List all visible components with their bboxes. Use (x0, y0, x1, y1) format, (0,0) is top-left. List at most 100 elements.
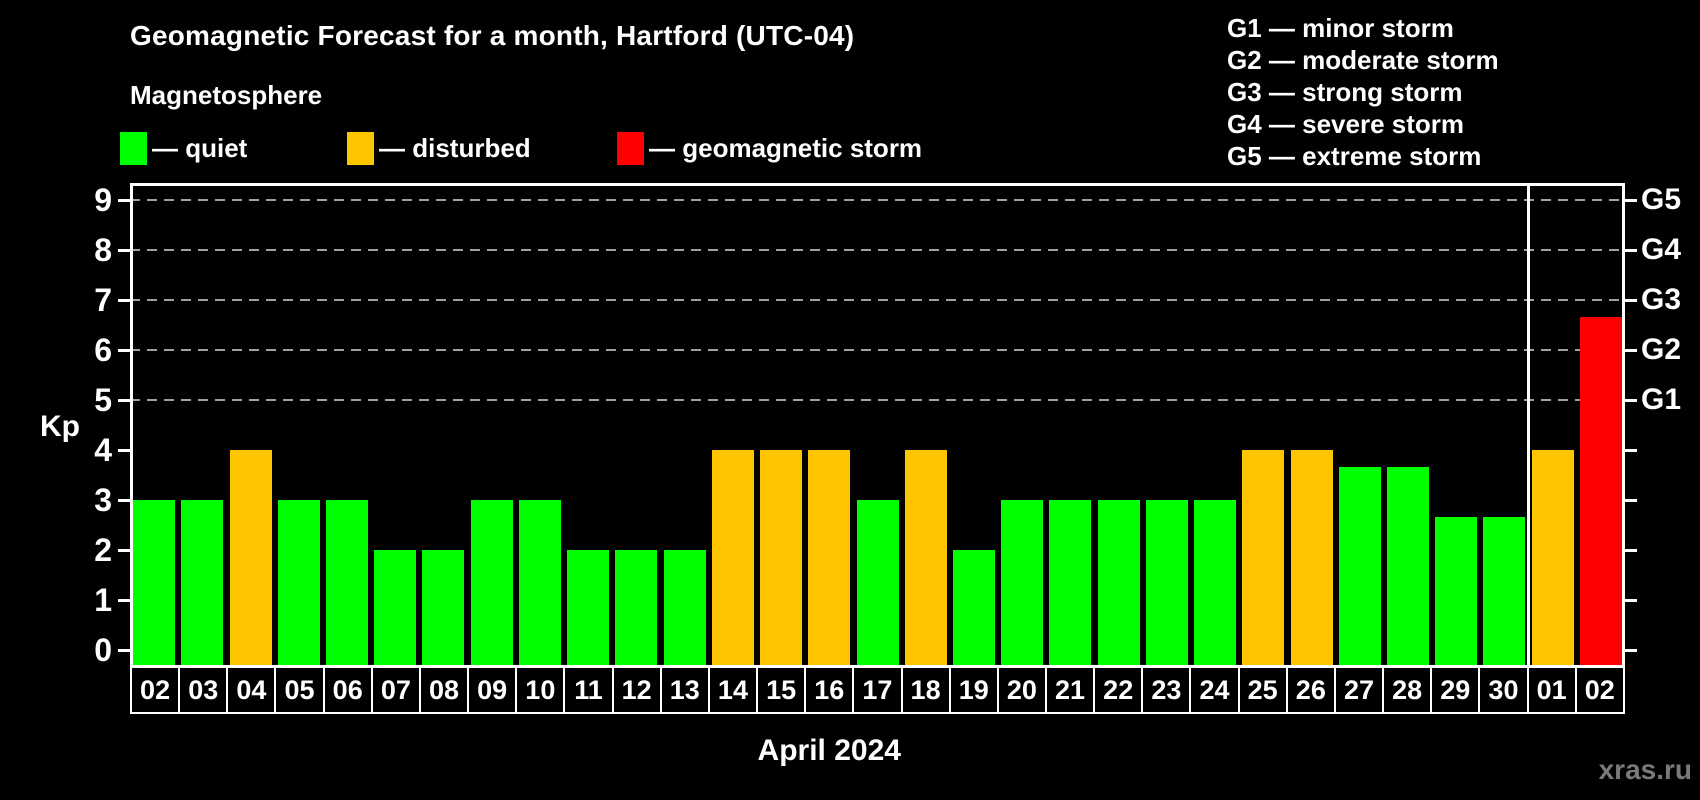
g-scale-line: G4 — severe storm (1227, 109, 1465, 139)
kp-bar-09 (470, 500, 513, 668)
date-cell-09: 09 (469, 668, 518, 712)
y-tick-mark-right (1625, 198, 1637, 202)
date-cell-26: 26 (1288, 668, 1336, 712)
kp-bar-13 (663, 550, 706, 668)
date-cell-30: 30 (1480, 668, 1529, 712)
date-cell-20: 20 (999, 668, 1047, 712)
kp-bar-28 (1386, 466, 1429, 668)
y-tick-mark-left (118, 548, 130, 552)
y-tick-mark-right (1625, 398, 1637, 402)
gridline-kp-9 (130, 199, 1625, 201)
page-subtitle: Magnetosphere (130, 80, 323, 110)
date-cell-12: 12 (614, 668, 662, 712)
date-cell-07: 07 (373, 668, 421, 712)
date-cell-14: 14 (710, 668, 759, 712)
y-tick-mark-left (118, 598, 130, 602)
g-scale-line: G1 — minor storm (1227, 13, 1454, 43)
kp-bar-04 (229, 450, 272, 668)
y-tick-mark-left (118, 498, 130, 502)
date-cell-18: 18 (903, 668, 951, 712)
g-level-label-G4: G4 (1641, 233, 1682, 266)
g-level-label-G5: G5 (1641, 183, 1682, 216)
plot-border-left (130, 183, 133, 668)
kp-bar-18 (904, 450, 947, 668)
kp-axis-label: Kp (40, 410, 80, 443)
y-tick-mark-left (118, 648, 130, 652)
y-tick-mark-right (1625, 348, 1637, 352)
y-tick-label: 4 (94, 432, 112, 468)
gridline-kp-6 (130, 349, 1625, 351)
date-cell-02: 02 (132, 668, 181, 712)
date-cell-08: 08 (421, 668, 470, 712)
kp-bar-08 (422, 550, 465, 668)
y-tick-mark-right (1625, 298, 1637, 302)
y-tick-label: 8 (94, 232, 112, 268)
x-axis-date-row: 02 03 04 05 06 07 08 09 10 11 12 13 14 15 16 17 18 19 20 21… (130, 668, 1625, 714)
y-tick-label: 9 (94, 182, 112, 218)
plot-border-right (1622, 183, 1625, 668)
kp-bar-01 (1531, 450, 1574, 668)
y-tick-mark-left (118, 348, 130, 352)
gridline-kp-8 (130, 249, 1625, 251)
kp-bar-07 (374, 550, 417, 668)
date-cell-06: 06 (325, 668, 373, 712)
x-axis-month-title: April 2024 (757, 734, 901, 767)
g-level-label-G3: G3 (1641, 283, 1682, 316)
gridline-kp-5 (130, 399, 1625, 401)
y-tick-label: 7 (94, 282, 112, 318)
y-tick-mark-left (118, 448, 130, 452)
page-title: Geomagnetic Forecast for a month, Hartfo… (130, 20, 855, 51)
date-cell-01: 01 (1529, 668, 1577, 712)
kp-bar-20 (1001, 500, 1044, 668)
kp-bar-11 (567, 550, 610, 668)
kp-bar-06 (326, 500, 369, 668)
date-cell-05: 05 (276, 668, 325, 712)
kp-bar-26 (1290, 450, 1333, 668)
date-cell-23: 23 (1143, 668, 1192, 712)
gridline-kp-7 (130, 299, 1625, 301)
date-cell-02: 02 (1584, 674, 1615, 705)
date-cell-27: 27 (1336, 668, 1385, 712)
kp-bar-03 (181, 500, 224, 668)
y-tick-label: 1 (94, 582, 112, 618)
y-tick-mark-right (1625, 448, 1637, 452)
kp-bar-05 (277, 500, 320, 668)
kp-bar-30 (1483, 516, 1526, 668)
legend-label-disturbed: — disturbed (379, 133, 531, 163)
month-separator (1527, 183, 1531, 668)
y-tick-label: 6 (94, 332, 112, 368)
kp-bar-25 (1242, 450, 1285, 668)
y-tick-mark-left (118, 198, 130, 202)
y-tick-mark-right (1625, 548, 1637, 552)
y-tick-mark-left (118, 248, 130, 252)
kp-bar-17 (856, 500, 899, 668)
date-cell-04: 04 (228, 668, 277, 712)
kp-bar-29 (1435, 516, 1478, 668)
date-cell-13: 13 (662, 668, 710, 712)
y-tick-label: 2 (94, 532, 112, 568)
g-level-label-G1: G1 (1641, 383, 1682, 416)
y-tick-mark-left (118, 398, 130, 402)
y-tick-label: 0 (94, 632, 112, 668)
legend-label-quiet: — quiet (152, 133, 248, 163)
kp-bar-15 (760, 450, 803, 668)
y-tick-label: 3 (94, 482, 112, 518)
date-cell-10: 10 (517, 668, 566, 712)
date-cell-28: 28 (1384, 668, 1433, 712)
g-level-label-G2: G2 (1641, 333, 1682, 366)
plot-border-top (130, 183, 1625, 186)
date-cell-29: 29 (1432, 668, 1481, 712)
plot-border-bottom (130, 665, 1625, 668)
kp-bar-16 (808, 450, 851, 668)
kp-bar-12 (615, 550, 658, 668)
y-tick-mark-right (1625, 648, 1637, 652)
kp-bar-10 (518, 500, 561, 668)
date-cell-24: 24 (1191, 668, 1240, 712)
legend-swatch-disturbed (347, 132, 374, 165)
date-cell-16: 16 (806, 668, 855, 712)
kp-bar-14 (711, 450, 754, 668)
legend-swatch-quiet (120, 132, 147, 165)
g-scale-legend: G1 — minor storm G2 — moderate storm G3 — … (1227, 12, 1499, 172)
kp-bar-02 (1579, 316, 1622, 668)
date-cell-15: 15 (758, 668, 807, 712)
